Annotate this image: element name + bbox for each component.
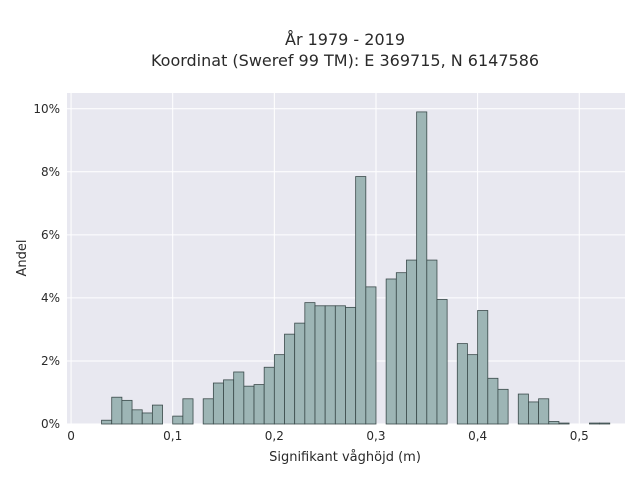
histogram-bar-25 — [355, 176, 367, 425]
histogram-bar-33 — [436, 299, 448, 425]
x-tick-label-1: 0,1 — [163, 429, 182, 443]
histogram-bar-31 — [416, 111, 428, 425]
histogram-bar-0 — [101, 419, 113, 425]
histogram-bar-36 — [467, 354, 479, 425]
x-tick-label-3: 0,3 — [366, 429, 385, 443]
histogram-bar-26 — [365, 286, 377, 425]
x-tick-label-0: 0 — [67, 429, 75, 443]
histogram-bar-32 — [426, 259, 438, 425]
histogram-bar-41 — [517, 393, 529, 425]
histogram-bar-17 — [273, 354, 285, 425]
histogram-bar-5 — [151, 404, 163, 425]
histogram-bar-38 — [487, 377, 499, 425]
histogram-bar-39 — [497, 388, 509, 425]
histogram-bar-42 — [528, 401, 540, 425]
histogram-bar-44 — [548, 421, 560, 425]
histogram-bar-3 — [131, 409, 143, 425]
y-tick-label-0: 0% — [41, 417, 60, 431]
histogram-bar-18 — [284, 333, 296, 425]
x-tick-labels: 0 0,1 0,2 0,3 0,4 0,5 — [67, 429, 589, 443]
histogram-bar-12 — [223, 379, 235, 425]
x-tick-label-4: 0,4 — [468, 429, 487, 443]
y-tick-labels: 0% 2% 4% 6% 8% 10% — [33, 102, 60, 431]
histogram-bar-29 — [395, 272, 407, 425]
histogram-bar-21 — [314, 305, 326, 425]
histogram-bar-30 — [406, 259, 418, 425]
x-tick-label-5: 0,5 — [570, 429, 589, 443]
bars — [101, 111, 611, 425]
histogram-bar-13 — [233, 371, 245, 425]
histogram-bar-48 — [589, 422, 600, 425]
histogram-bar-1 — [111, 396, 123, 425]
histogram-bar-4 — [141, 412, 153, 425]
histogram-bar-15 — [253, 384, 265, 425]
histogram-bar-10 — [202, 398, 214, 425]
histogram-bar-19 — [294, 322, 306, 425]
chart-title-line-2: Koordinat (Sweref 99 TM): E 369715, N 61… — [151, 51, 539, 70]
histogram-bar-20 — [304, 302, 316, 425]
x-axis-title: Signifikant våghöjd (m) — [269, 450, 421, 465]
histogram-bar-37 — [477, 310, 489, 425]
histogram-bar-49 — [599, 422, 611, 425]
histogram-bar-23 — [334, 305, 346, 425]
histogram-bar-22 — [324, 305, 336, 425]
y-axis-title: Andel — [15, 240, 30, 277]
histogram-bar-45 — [558, 422, 570, 425]
y-tick-label-3: 6% — [41, 228, 60, 242]
chart-title-line-1: År 1979 - 2019 — [285, 30, 405, 49]
histogram-bar-16 — [263, 366, 275, 425]
histogram-bar-7 — [172, 415, 184, 425]
histogram-bar-28 — [385, 278, 397, 425]
histogram-bar-14 — [243, 385, 255, 425]
histogram-bar-35 — [456, 343, 468, 425]
y-tick-label-1: 2% — [41, 354, 60, 368]
histogram-bar-2 — [121, 399, 133, 425]
y-tick-label-4: 8% — [41, 165, 60, 179]
y-tick-label-2: 4% — [41, 291, 60, 305]
histogram-bar-43 — [538, 398, 550, 425]
histogram-bar-24 — [345, 306, 357, 425]
histogram-bar-8 — [182, 398, 194, 425]
y-tick-label-5: 10% — [33, 102, 60, 116]
x-tick-label-2: 0,2 — [265, 429, 284, 443]
histogram-bar-11 — [212, 382, 224, 425]
